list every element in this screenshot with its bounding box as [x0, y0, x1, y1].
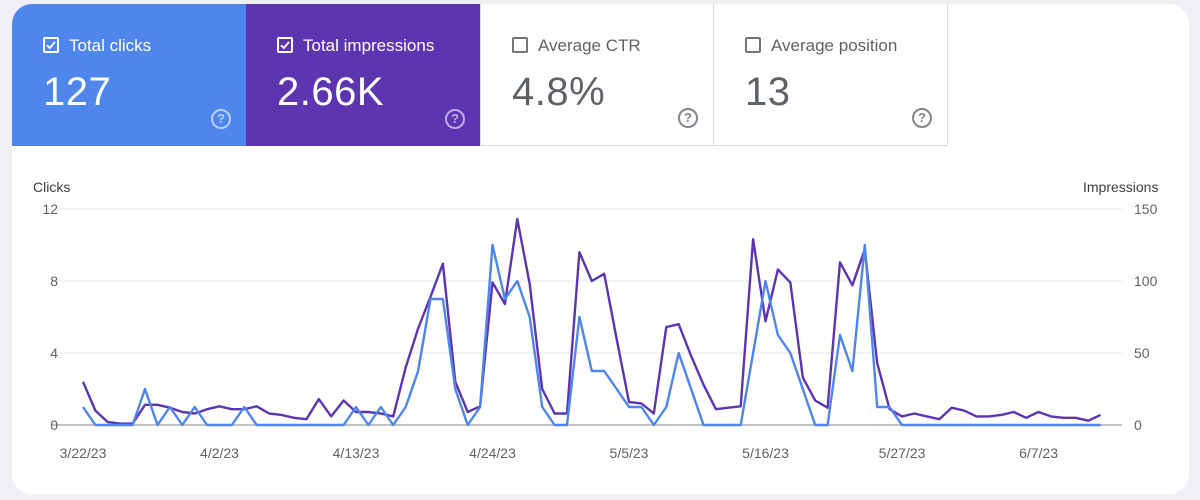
- left-tick-label: 8: [50, 273, 58, 289]
- left-tick-label: 12: [42, 201, 58, 217]
- average-ctr-label: Average CTR: [538, 36, 641, 55]
- checkmark-icon: [280, 41, 290, 50]
- right-tick-label: 150: [1134, 201, 1158, 217]
- average-position-value: 13: [745, 70, 791, 114]
- right-tick-label: 0: [1134, 417, 1142, 433]
- total-clicks-label: Total clicks: [69, 36, 152, 55]
- average-ctr-checkbox[interactable]: [512, 37, 528, 53]
- left-tick-label: 0: [50, 417, 58, 433]
- average-position-checkbox[interactable]: [745, 37, 761, 53]
- performance-panel: Total clicks 127 ? Total impressions 2.6…: [12, 4, 1189, 494]
- x-tick-label: 4/24/23: [469, 445, 516, 461]
- x-tick-label: 3/22/23: [60, 445, 107, 461]
- total-impressions-label: Total impressions: [303, 36, 435, 55]
- right-axis-title: Impressions: [1083, 179, 1159, 195]
- help-icon[interactable]: ?: [912, 108, 932, 128]
- total-clicks-value: 127: [43, 70, 112, 114]
- left-tick-label: 4: [50, 345, 58, 361]
- average-ctr-value: 4.8%: [512, 70, 606, 114]
- left-axis-title: Clicks: [33, 179, 71, 195]
- x-tick-label: 5/5/23: [610, 445, 649, 461]
- metric-cards: Total clicks 127 ? Total impressions 2.6…: [12, 4, 949, 146]
- x-tick-label: 4/2/23: [200, 445, 239, 461]
- right-tick-label: 100: [1134, 273, 1158, 289]
- average-ctr-card[interactable]: Average CTR 4.8% ?: [480, 4, 714, 146]
- total-impressions-value: 2.66K: [277, 70, 385, 114]
- checkmark-icon: [46, 41, 56, 50]
- average-position-card[interactable]: Average position 13 ?: [714, 4, 948, 146]
- line-chart: 0 4 8 12 0 50 100 150 3/22/23 4/2/23 4/13/23 4/24/2…: [42, 201, 1158, 461]
- x-tick-label: 4/13/23: [333, 445, 380, 461]
- x-tick-label: 6/7/23: [1019, 445, 1058, 461]
- help-icon[interactable]: ?: [678, 108, 698, 128]
- performance-chart: Clicks Impressions 0 4 8 12 0 50 100 150 3/22/23…: [12, 146, 1189, 494]
- total-clicks-checkbox[interactable]: [43, 37, 59, 53]
- average-position-label: Average position: [771, 36, 898, 55]
- impressions-series-line: [81, 217, 1102, 425]
- help-icon[interactable]: ?: [211, 109, 231, 129]
- total-impressions-checkbox[interactable]: [277, 37, 293, 53]
- help-icon[interactable]: ?: [445, 109, 465, 129]
- x-tick-label: 5/27/23: [879, 445, 926, 461]
- x-tick-label: 5/16/23: [742, 445, 789, 461]
- total-impressions-card[interactable]: Total impressions 2.66K ?: [246, 4, 480, 146]
- right-tick-label: 50: [1134, 345, 1150, 361]
- total-clicks-card[interactable]: Total clicks 127 ?: [12, 4, 246, 146]
- clicks-series-line: [82, 243, 1101, 427]
